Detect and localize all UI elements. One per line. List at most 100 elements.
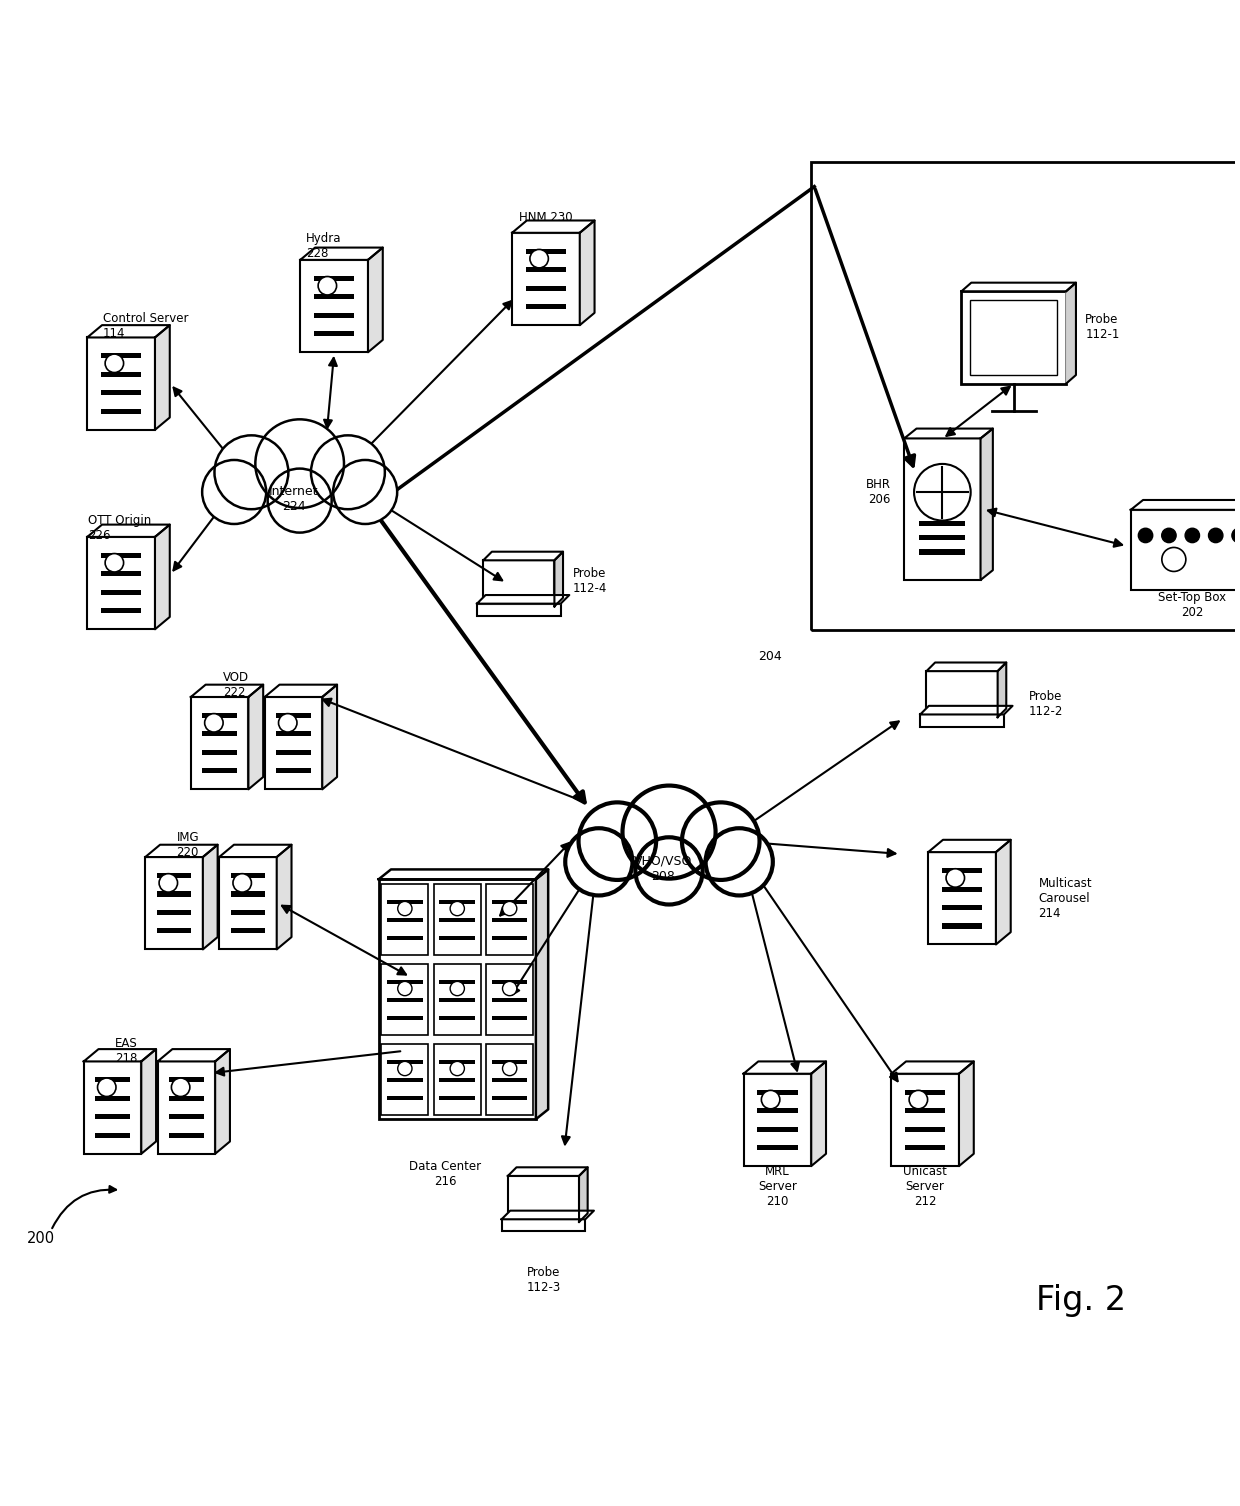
Polygon shape	[264, 685, 337, 697]
Polygon shape	[580, 220, 594, 325]
Bar	[169, 1077, 203, 1083]
Bar	[439, 919, 475, 922]
Bar	[439, 998, 475, 1001]
Bar	[905, 1145, 945, 1151]
Circle shape	[502, 902, 517, 916]
Bar	[156, 873, 191, 878]
Bar	[905, 1090, 945, 1095]
Bar	[486, 964, 533, 1035]
Bar	[492, 1060, 527, 1065]
Bar	[439, 1078, 475, 1083]
Bar	[314, 331, 355, 336]
Bar	[492, 1096, 527, 1099]
Circle shape	[398, 902, 412, 916]
Text: Internet
224: Internet 224	[269, 485, 319, 514]
Polygon shape	[157, 1050, 229, 1062]
Text: EAS
218: EAS 218	[115, 1038, 138, 1065]
Bar	[95, 1114, 130, 1119]
Text: Control Server
114: Control Server 114	[103, 312, 188, 340]
Text: Hydra
228: Hydra 228	[306, 232, 341, 259]
Bar	[492, 998, 527, 1001]
Bar	[526, 248, 567, 255]
Polygon shape	[508, 1167, 588, 1176]
Polygon shape	[961, 283, 1076, 291]
Circle shape	[202, 459, 267, 524]
Polygon shape	[744, 1062, 826, 1074]
Bar	[744, 1074, 811, 1166]
Circle shape	[450, 1062, 465, 1075]
Polygon shape	[998, 663, 1007, 717]
Bar	[156, 910, 191, 916]
Polygon shape	[920, 706, 1013, 714]
Bar	[904, 438, 981, 580]
Circle shape	[268, 468, 331, 533]
Polygon shape	[216, 1050, 229, 1154]
Circle shape	[946, 869, 965, 887]
Text: Set-Top Box
202: Set-Top Box 202	[1158, 592, 1226, 619]
Bar	[434, 884, 481, 955]
Polygon shape	[145, 845, 218, 857]
Bar	[929, 852, 996, 944]
Circle shape	[622, 786, 715, 878]
Bar	[100, 408, 141, 414]
Bar	[156, 892, 191, 896]
Bar	[970, 300, 1058, 375]
Circle shape	[450, 982, 465, 995]
Bar	[100, 608, 141, 613]
Text: VHO/VSO
208: VHO/VSO 208	[634, 855, 692, 883]
Bar	[277, 768, 311, 774]
Bar	[145, 857, 203, 949]
Bar	[87, 337, 155, 429]
Bar	[100, 390, 141, 396]
Circle shape	[635, 837, 703, 905]
Polygon shape	[368, 247, 383, 352]
Polygon shape	[277, 845, 291, 949]
Polygon shape	[904, 429, 993, 438]
Bar	[277, 732, 311, 736]
Bar	[277, 712, 311, 718]
Circle shape	[1209, 529, 1223, 542]
Polygon shape	[536, 869, 548, 1119]
Bar	[492, 980, 527, 985]
Bar	[1131, 511, 1240, 590]
Text: HNM 230: HNM 230	[520, 211, 573, 224]
Bar	[492, 919, 527, 922]
Bar	[382, 1044, 428, 1114]
Polygon shape	[1066, 283, 1076, 384]
Bar	[486, 1044, 533, 1114]
Bar	[758, 1090, 797, 1095]
Bar	[231, 892, 265, 896]
Circle shape	[706, 828, 773, 896]
Bar	[387, 980, 423, 985]
Circle shape	[215, 435, 289, 509]
Bar	[314, 313, 355, 318]
Circle shape	[1185, 529, 1199, 542]
Bar	[920, 521, 965, 526]
Bar	[892, 1074, 959, 1166]
Text: Probe
112-4: Probe 112-4	[573, 566, 608, 595]
Polygon shape	[892, 1062, 973, 1074]
Polygon shape	[929, 840, 1011, 852]
Bar	[382, 964, 428, 1035]
Bar	[926, 672, 998, 717]
Polygon shape	[926, 663, 1007, 672]
Bar	[100, 553, 141, 557]
Bar	[905, 1126, 945, 1131]
Circle shape	[761, 1090, 780, 1108]
Bar	[758, 1108, 797, 1113]
Bar	[300, 261, 368, 352]
Text: IMG
220: IMG 220	[176, 831, 200, 860]
Bar	[387, 937, 423, 940]
Bar	[202, 750, 237, 755]
Polygon shape	[87, 524, 170, 538]
Bar	[758, 1126, 797, 1131]
Polygon shape	[300, 247, 383, 261]
Polygon shape	[554, 551, 563, 607]
Bar	[387, 1078, 423, 1083]
Circle shape	[233, 873, 252, 892]
Bar	[492, 1017, 527, 1020]
Bar	[439, 980, 475, 985]
Circle shape	[205, 714, 223, 732]
Bar	[439, 937, 475, 940]
Polygon shape	[512, 220, 594, 233]
